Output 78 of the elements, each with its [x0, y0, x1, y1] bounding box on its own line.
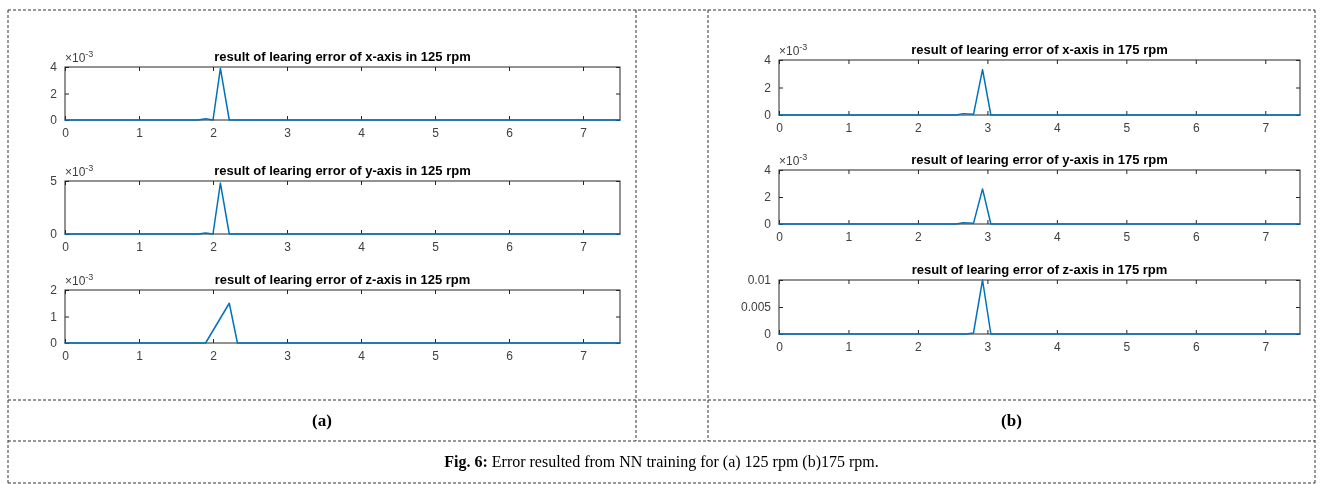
text: ×10$^{-3}$: [65, 49, 94, 65]
y-tick-label: 2: [764, 190, 772, 205]
y-tick-label: 4: [50, 60, 58, 75]
x-tick-label: 2: [210, 239, 218, 254]
x-tick-label: 1: [136, 348, 144, 363]
x-tick-label: 7: [580, 239, 588, 254]
x-tick-label: 2: [210, 125, 218, 140]
x-tick-label: 2: [915, 120, 923, 135]
x-tick-label: 1: [136, 239, 144, 254]
x-tick-label: 3: [284, 239, 292, 254]
y-tick-label: 4: [764, 53, 772, 68]
x-tick-label: 3: [284, 348, 292, 363]
y-tick-label: 0.01: [747, 273, 772, 288]
x-axis-title: (b): [1001, 411, 1022, 430]
x-tick-label: 6: [1192, 229, 1200, 244]
y-tick-label: 0: [764, 217, 772, 232]
x-tick-label: 5: [1123, 339, 1131, 354]
x-tick-label: 1: [845, 339, 853, 354]
x-tick-label: 3: [984, 229, 992, 244]
x-tick-label: 6: [506, 125, 514, 140]
x-tick-label: 5: [432, 239, 440, 254]
caption: Fig. 6: Error resulted from NN training for (a) 125 rpm (b)175 rpm.: [444, 453, 879, 471]
x-tick-label: 6: [506, 239, 514, 254]
x-tick-label: 7: [580, 348, 588, 363]
x-tick-label: 1: [136, 125, 144, 140]
x-axis-title: (a): [312, 411, 332, 430]
x-tick-label: 7: [1262, 339, 1270, 354]
x-tick-label: 5: [1123, 120, 1131, 135]
y-tick-label: 2: [50, 283, 58, 298]
y-tick-label: 0: [764, 108, 772, 123]
x-tick-label: 7: [1262, 229, 1270, 244]
x-tick-label: 2: [915, 229, 923, 244]
y-tick-label: 2: [50, 86, 58, 101]
x-tick-label: 4: [1054, 339, 1062, 354]
y-tick-label: 4: [764, 163, 772, 178]
chart-title: result of learing error of z-axis in 175 rpm: [911, 262, 1168, 277]
text: ×10$^{-3}$: [779, 42, 808, 58]
x-tick-label: 3: [984, 120, 992, 135]
x-tick-label: 1: [845, 120, 853, 135]
y-tick-label: 2: [764, 80, 772, 95]
x-tick-label: 3: [284, 125, 292, 140]
x-tick-label: 0: [62, 239, 70, 254]
x-tick-label: 5: [432, 125, 440, 140]
y-tick-label: 5: [50, 174, 58, 189]
chart-title: result of learing error of z-axis in 125 rpm: [214, 272, 471, 287]
x-tick-label: 4: [1054, 229, 1062, 244]
x-tick-label: 1: [845, 229, 853, 244]
x-tick-label: 2: [210, 348, 218, 363]
chart-title: result of learing error of y-axis in 175 rpm: [911, 152, 1168, 167]
text: ×10$^{-3}$: [779, 152, 808, 168]
text: ×10$^{-3}$: [65, 163, 94, 179]
x-tick-label: 4: [358, 348, 366, 363]
line-series: [778, 188, 1301, 225]
chart-title: result of learing error of y-axis in 125 rpm: [214, 163, 471, 178]
x-tick-label: 4: [358, 125, 366, 140]
x-tick-label: 0: [776, 229, 784, 244]
y-tick-label: 0: [764, 327, 772, 342]
x-tick-label: 7: [580, 125, 588, 140]
y-tick-label: 1: [50, 309, 58, 324]
chart-title: result of learing error of x-axis in 125 rpm: [214, 49, 471, 64]
x-tick-label: 6: [1192, 339, 1200, 354]
chart-title: result of learing error of x-axis in 175 rpm: [911, 42, 1168, 57]
x-tick-label: 5: [432, 348, 440, 363]
x-tick-label: 3: [984, 339, 992, 354]
x-tick-label: 0: [776, 339, 784, 354]
x-tick-label: 6: [1192, 120, 1200, 135]
x-tick-label: 0: [62, 125, 70, 140]
x-tick-label: 2: [915, 339, 923, 354]
x-tick-label: 5: [1123, 229, 1131, 244]
x-tick-label: 4: [1054, 120, 1062, 135]
x-tick-label: 0: [776, 120, 784, 135]
text: ×10$^{-3}$: [65, 272, 94, 288]
y-tick-label: 0.005: [740, 300, 772, 315]
x-tick-label: 4: [358, 239, 366, 254]
x-tick-label: 6: [506, 348, 514, 363]
x-tick-label: 7: [1262, 120, 1270, 135]
x-tick-label: 0: [62, 348, 70, 363]
line-series: [778, 68, 1301, 116]
